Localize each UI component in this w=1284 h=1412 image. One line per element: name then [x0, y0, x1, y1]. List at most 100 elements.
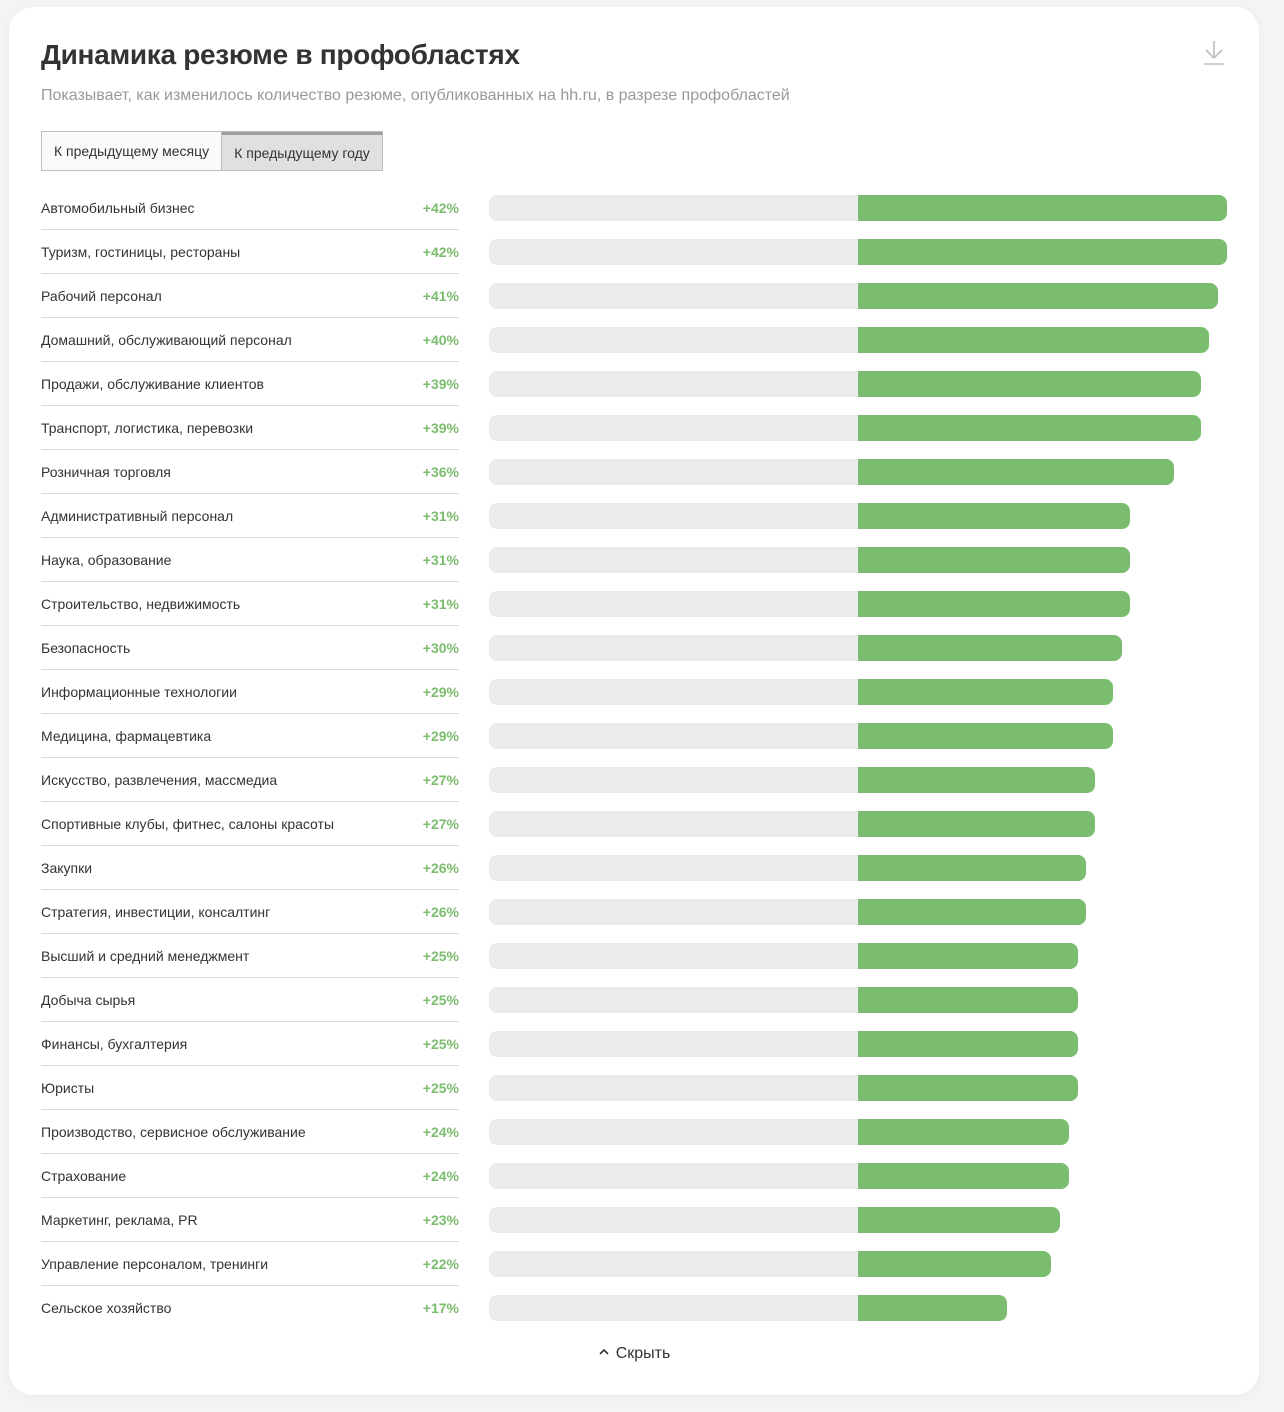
bar-track: [489, 723, 858, 749]
value-label: +36%: [422, 464, 459, 480]
value-label: +27%: [422, 816, 459, 832]
bar-track: [489, 679, 858, 705]
page-title: Динамика резюме в профобластях: [41, 39, 520, 70]
value-label: +25%: [422, 948, 459, 964]
category-label: Информационные технологии: [41, 670, 459, 714]
value-label: +42%: [422, 200, 459, 216]
value-label: +39%: [422, 420, 459, 436]
hide-label: Скрыть: [615, 1345, 671, 1362]
chart-row: Управление персоналом, тренинги +22%: [41, 1242, 1231, 1286]
chart-row: Информационные технологии +29%: [41, 670, 1231, 714]
category-label: Автомобильный бизнес: [41, 186, 459, 230]
chart-row: Юристы +25%: [41, 1066, 1231, 1110]
bar-track: [489, 1207, 858, 1233]
download-icon: [1204, 41, 1224, 65]
chart-row: Автомобильный бизнес +42%: [41, 186, 1231, 230]
value-label: +40%: [422, 332, 459, 348]
bar-track: [489, 1075, 858, 1101]
category-label: Продажи, обслуживание клиентов: [41, 362, 459, 406]
category-label: Закупки: [41, 846, 459, 890]
bar: [858, 371, 1201, 397]
profarea-bar-chart: Автомобильный бизнес +42% Туризм, гостиниц…: [41, 186, 1231, 1330]
bar-track: [489, 1163, 858, 1189]
chart-row: Домашний, обслуживающий персонал +40%: [41, 318, 1231, 362]
bar: [858, 195, 1227, 221]
bar-track: [489, 943, 858, 969]
chevron-up-icon: [599, 1348, 609, 1355]
bar-track: [489, 1119, 858, 1145]
value-label: +17%: [422, 1300, 459, 1316]
bar: [858, 1031, 1078, 1057]
bar-track: [489, 195, 858, 221]
page-subtitle: Показывает, как изменилось количество ре…: [41, 87, 790, 104]
chart-row: Высший и средний менеджмент +25%: [41, 934, 1231, 978]
category-label: Розничная торговля: [41, 450, 459, 494]
chart-row: Страхование +24%: [41, 1154, 1231, 1198]
category-label: Добыча сырья: [41, 978, 459, 1022]
category-label: Искусство, развлечения, массмедиа: [41, 758, 459, 802]
bar-track: [489, 899, 858, 925]
chart-row: Искусство, развлечения, массмедиа +27%: [41, 758, 1231, 802]
bar: [858, 943, 1078, 969]
category-label: Спортивные клубы, фитнес, салоны красоты: [41, 802, 459, 846]
chart-row: Финансы, бухгалтерия +25%: [41, 1022, 1231, 1066]
bar-track: [489, 855, 858, 881]
chart-row: Спортивные клубы, фитнес, салоны красоты…: [41, 802, 1231, 846]
bar-track: [489, 1251, 858, 1277]
bar-track: [489, 503, 858, 529]
value-label: +25%: [422, 992, 459, 1008]
value-label: +26%: [422, 860, 459, 876]
bar: [858, 1207, 1061, 1233]
hide-button[interactable]: Скрыть: [9, 1345, 1259, 1363]
bar-track: [489, 547, 858, 573]
category-label: Сельское хозяйство: [41, 1300, 172, 1316]
value-label: +31%: [422, 552, 459, 568]
bar: [858, 987, 1078, 1013]
category-label: Стратегия, инвестиции, консалтинг: [41, 890, 459, 934]
bar: [858, 679, 1113, 705]
category-label: Домашний, обслуживающий персонал: [41, 318, 459, 362]
tab-previous-month[interactable]: К предыдущему месяцу: [42, 132, 222, 170]
chart-row: Строительство, недвижимость +31%: [41, 582, 1231, 626]
bar-track: [489, 283, 858, 309]
bar: [858, 811, 1096, 837]
chart-row: Административный персонал +31%: [41, 494, 1231, 538]
bar-track: [489, 635, 858, 661]
value-label: +42%: [422, 244, 459, 260]
bar: [858, 283, 1219, 309]
bar-track: [489, 239, 858, 265]
bar-track: [489, 415, 858, 441]
category-label: Строительство, недвижимость: [41, 582, 459, 626]
bar: [858, 1251, 1052, 1277]
chart-row: Стратегия, инвестиции, консалтинг +26%: [41, 890, 1231, 934]
chart-row: Наука, образование +31%: [41, 538, 1231, 582]
bar: [858, 1295, 1008, 1321]
bar-track: [489, 327, 858, 353]
bar: [858, 503, 1131, 529]
category-label: Страхование: [41, 1154, 459, 1198]
download-button[interactable]: [1202, 38, 1226, 66]
value-label: +24%: [422, 1124, 459, 1140]
chart-row: Медицина, фармацевтика +29%: [41, 714, 1231, 758]
chart-row: Продажи, обслуживание клиентов +39%: [41, 362, 1231, 406]
bar: [858, 591, 1131, 617]
bar-track: [489, 1031, 858, 1057]
bar: [858, 1075, 1078, 1101]
category-label: Юристы: [41, 1066, 459, 1110]
bar: [858, 855, 1087, 881]
chart-row: Безопасность +30%: [41, 626, 1231, 670]
category-label: Безопасность: [41, 626, 459, 670]
value-label: +26%: [422, 904, 459, 920]
category-label: Финансы, бухгалтерия: [41, 1022, 459, 1066]
bar: [858, 899, 1087, 925]
value-label: +30%: [422, 640, 459, 656]
chart-row: Транспорт, логистика, перевозки +39%: [41, 406, 1231, 450]
bar: [858, 1163, 1069, 1189]
category-label: Управление персоналом, тренинги: [41, 1242, 459, 1286]
category-label: Наука, образование: [41, 538, 459, 582]
bar-track: [489, 987, 858, 1013]
bar: [858, 1119, 1069, 1145]
tab-previous-year[interactable]: К предыдущему году: [222, 132, 382, 170]
value-label: +22%: [422, 1256, 459, 1272]
resume-dynamics-card: Динамика резюме в профобластях Показывае…: [9, 7, 1259, 1395]
